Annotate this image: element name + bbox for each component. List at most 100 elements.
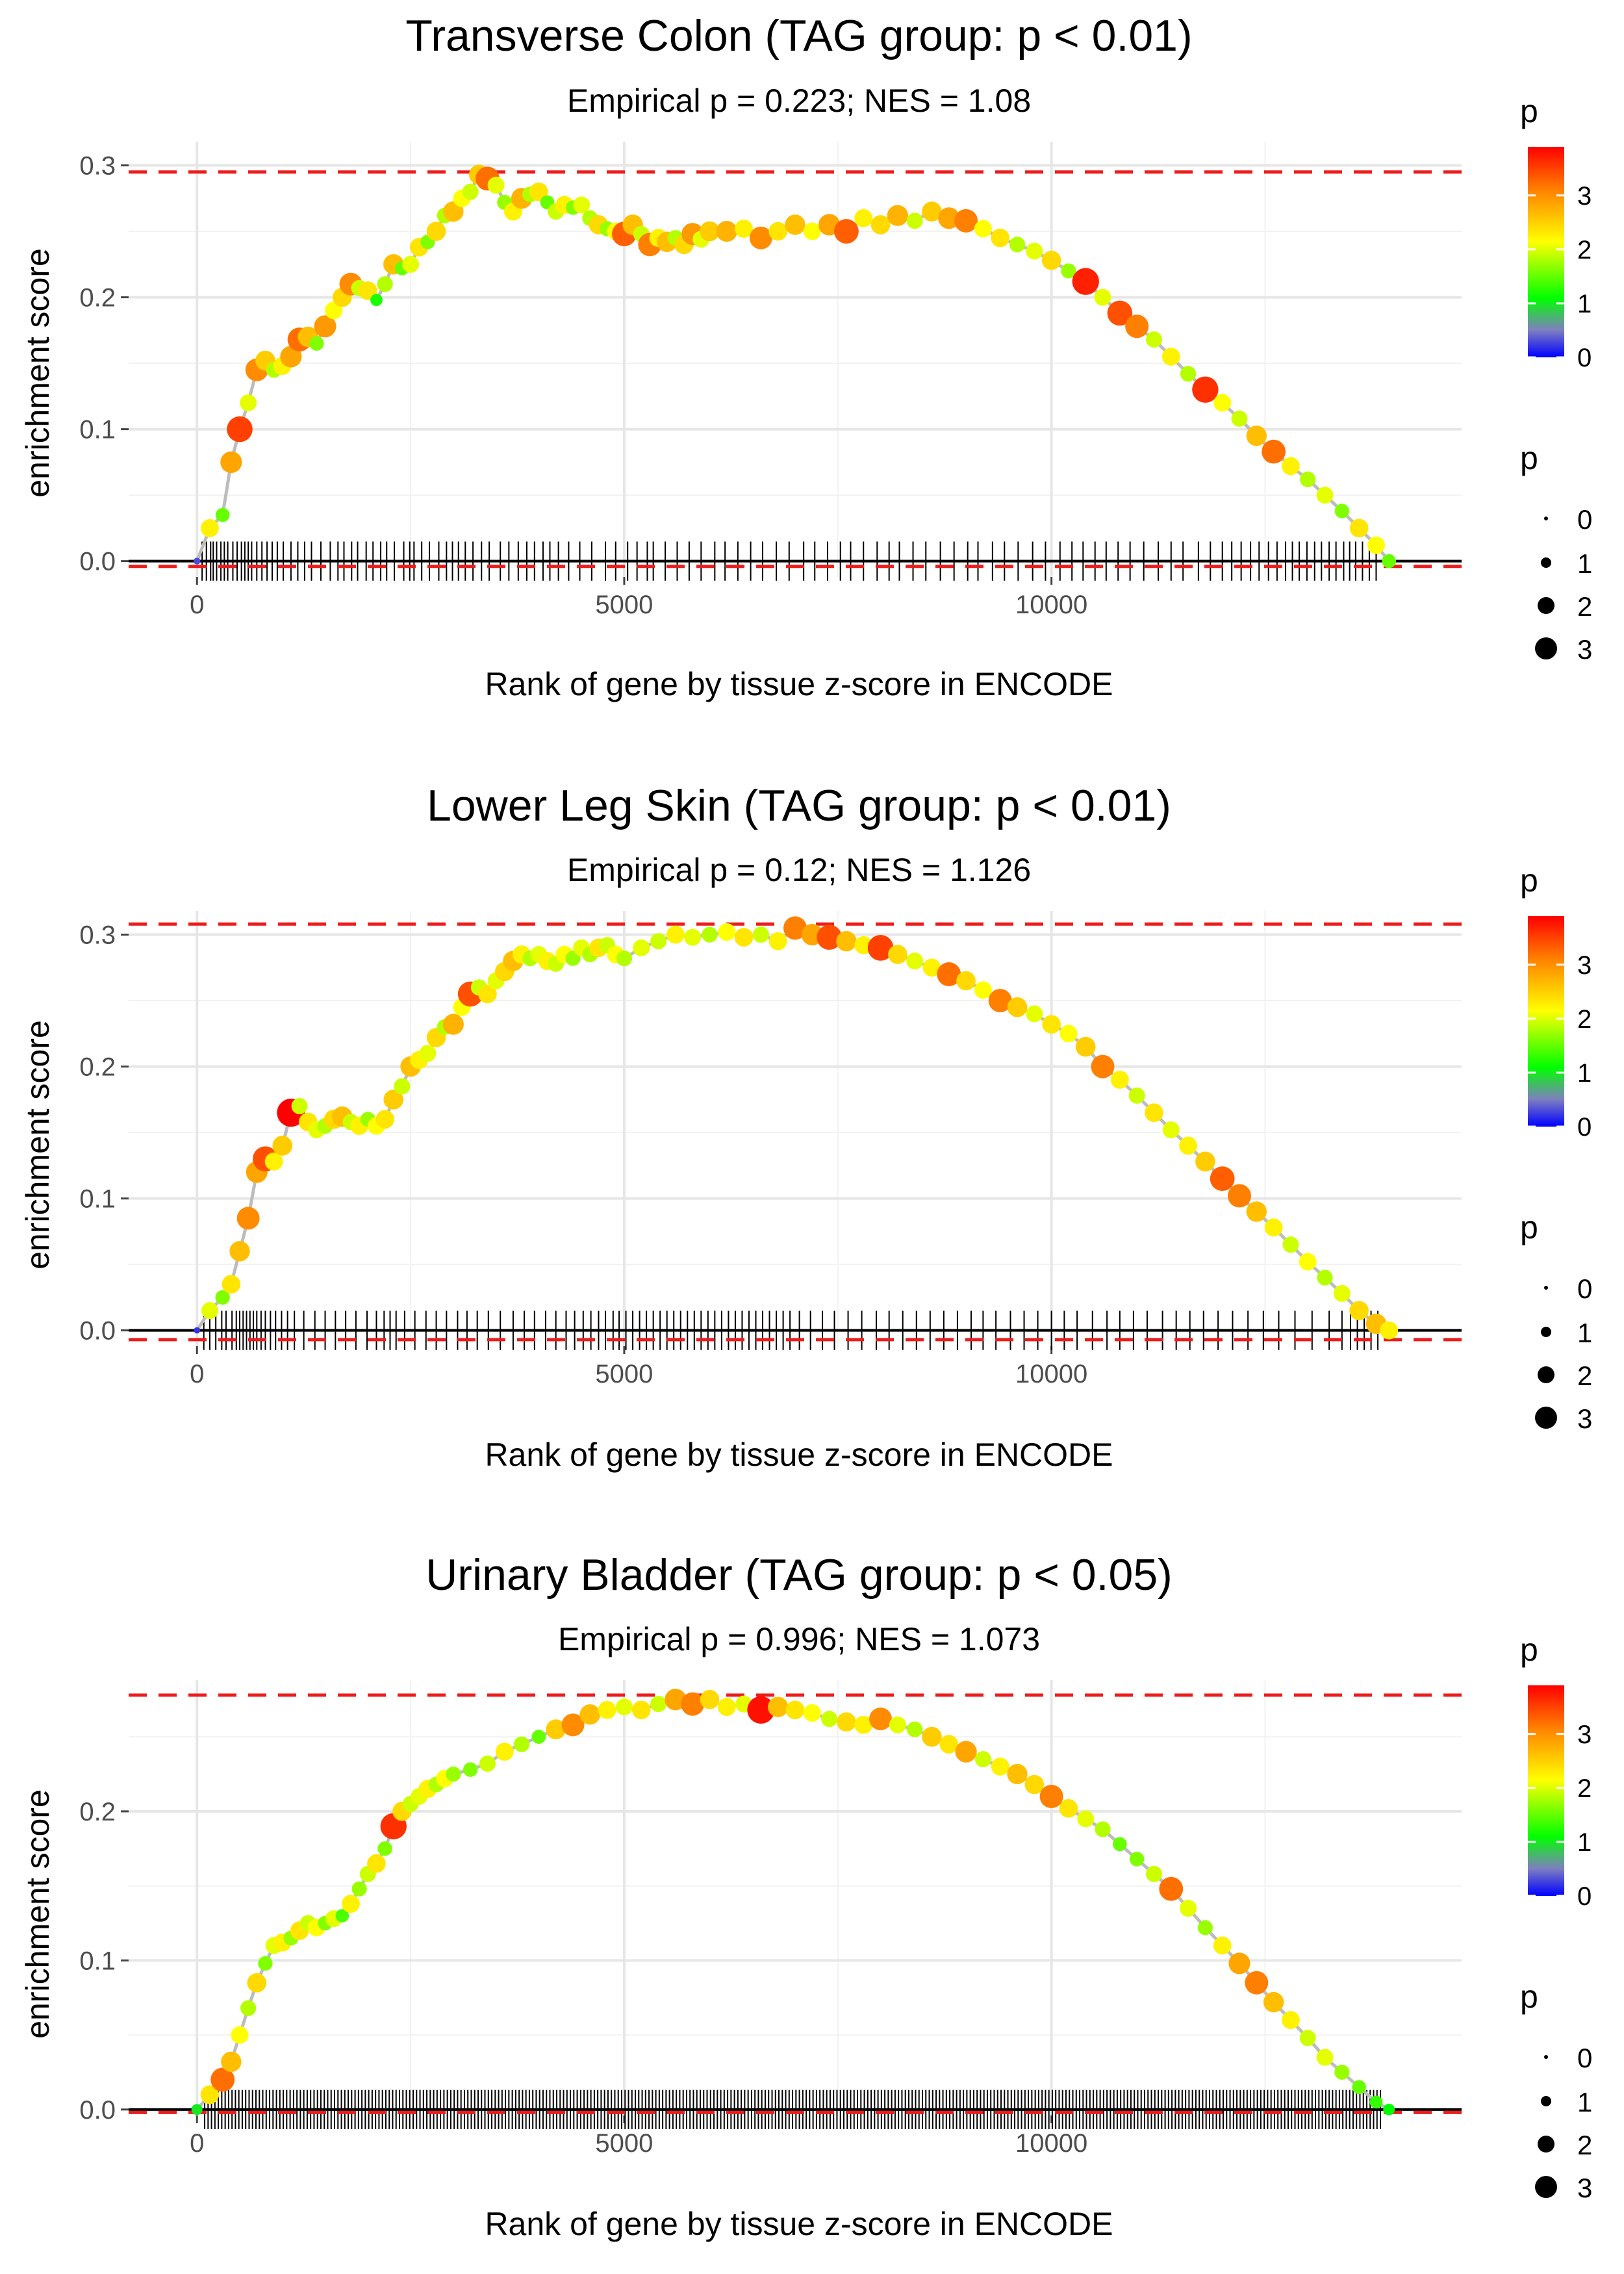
enrichment-point	[889, 1716, 906, 1733]
colorbar	[1528, 916, 1564, 1127]
enrichment-point	[367, 1854, 386, 1873]
x-tick-label: 10000	[1015, 591, 1087, 619]
size-key-1	[1541, 1327, 1551, 1337]
enrichment-point	[1262, 439, 1286, 464]
enrichment-point	[191, 2104, 203, 2115]
enrichment-point	[462, 183, 479, 200]
x-tick-label: 0	[190, 2129, 204, 2158]
enrichment-point	[1180, 1900, 1197, 1917]
enrichment-point	[1077, 1810, 1095, 1828]
enrichment-point	[768, 932, 787, 951]
enrichment-point	[837, 1712, 856, 1732]
enrichment-point	[1179, 1136, 1197, 1155]
enrichment-point	[1246, 426, 1267, 446]
size-legend-title: p	[1520, 1978, 1538, 2015]
enrichment-point	[1349, 518, 1369, 538]
enrichment-point	[1162, 1121, 1180, 1139]
enrichment-point	[854, 209, 873, 227]
size-key-label-0: 0	[1577, 1273, 1592, 1304]
enrichment-point	[1228, 1952, 1250, 1974]
colorbar-tick-label: 0	[1577, 344, 1592, 372]
enrichment-point	[988, 989, 1012, 1013]
enrichment-point	[956, 971, 976, 991]
colorbar-tick-label: 1	[1577, 1828, 1592, 1857]
size-key-label-1: 1	[1577, 548, 1592, 579]
color-legend-title: p	[1520, 93, 1538, 129]
x-tick-label: 5000	[595, 2129, 653, 2158]
x-tick-label: 0	[190, 591, 204, 619]
size-key-label-1: 1	[1577, 2087, 1592, 2117]
y-tick-label: 0.2	[79, 1053, 116, 1082]
colorbar	[1528, 1685, 1564, 1896]
enrichment-point	[718, 923, 736, 941]
enrichment-point	[546, 1719, 566, 1740]
enrichment-point	[834, 219, 859, 244]
enrichment-point	[1128, 1087, 1145, 1104]
enrichment-point	[1300, 471, 1316, 487]
y-tick-label: 0.2	[79, 284, 116, 313]
size-key-3	[1535, 637, 1557, 659]
enrichment-point	[633, 939, 650, 956]
enrichment-point	[394, 1078, 411, 1095]
enrichment-point	[240, 394, 257, 411]
x-tick-label: 10000	[1015, 1360, 1087, 1388]
enrichment-point	[201, 518, 219, 537]
enrichment-point	[1334, 504, 1350, 518]
enrichment-point	[1369, 2095, 1383, 2109]
enrichment-point	[1382, 554, 1396, 568]
colorbar-ticks: 0 1 2 3	[1528, 1720, 1592, 1911]
enrichment-point	[1380, 1321, 1399, 1340]
colorbar-tick-label: 0	[1577, 1882, 1592, 1911]
enrichment-point	[1145, 331, 1162, 348]
enrichment-point	[1213, 394, 1232, 412]
enrichment-point	[1129, 1852, 1145, 1867]
enrichment-point	[229, 1241, 250, 1262]
enrichment-point	[702, 926, 718, 943]
enrichment-point	[314, 315, 336, 338]
enrichment-point	[529, 182, 548, 201]
enrichment-point	[377, 276, 393, 292]
enrichment-point	[937, 962, 961, 986]
enrichment-point	[201, 1302, 218, 1320]
enrichment-point	[803, 222, 821, 240]
size-key-0	[1544, 2055, 1548, 2059]
enrichment-point	[768, 222, 787, 241]
colorbar-ticks: 0 1 2 3	[1528, 951, 1592, 1142]
chart-subtitle: Empirical p = 0.996; NES = 1.073	[558, 1621, 1040, 1657]
enrichment-point	[1145, 1865, 1162, 1882]
size-key-3	[1535, 1407, 1557, 1429]
plot-area: 0.0 0.1 0.2 0.3 0 5000 10000	[79, 911, 1462, 1388]
enrichment-point	[938, 207, 960, 229]
enrichment-point	[377, 1841, 392, 1856]
enrichment-point	[1349, 1301, 1369, 1320]
enrichment-point	[370, 294, 383, 307]
enrichment-point	[1316, 487, 1334, 504]
enrichment-point	[1039, 1784, 1063, 1808]
enrichment-point	[954, 209, 978, 233]
enrichment-point	[991, 1757, 1009, 1776]
enrichment-point	[426, 222, 446, 241]
size-key-1	[1541, 2096, 1551, 2106]
enrichment-point	[210, 2067, 235, 2092]
colorbar-tick-label: 3	[1577, 951, 1592, 980]
size-key-label-2: 2	[1577, 2130, 1592, 2160]
size-key-label-0: 0	[1577, 504, 1592, 535]
enrichment-point	[193, 557, 201, 565]
plot-area: 0.0 0.1 0.2 0.3 0 5000 10000	[79, 142, 1462, 619]
enrichment-point	[291, 1097, 308, 1114]
enrichment-point	[700, 221, 720, 242]
enrichment-point	[194, 1327, 201, 1334]
enrichment-point	[1352, 2080, 1366, 2095]
enrichment-point	[747, 1696, 775, 1724]
enrichment-point	[513, 1736, 530, 1752]
size-key-label-2: 2	[1577, 1361, 1592, 1391]
size-key-2	[1538, 2136, 1554, 2153]
enrichment-point	[236, 1207, 260, 1230]
enrichment-point	[1091, 1054, 1115, 1079]
y-tick-label: 0.1	[79, 1185, 116, 1214]
enrichment-point	[939, 1735, 959, 1754]
enrichment-point	[700, 1690, 720, 1709]
enrichment-point	[221, 2051, 242, 2073]
size-key-label-1: 1	[1577, 1318, 1592, 1348]
